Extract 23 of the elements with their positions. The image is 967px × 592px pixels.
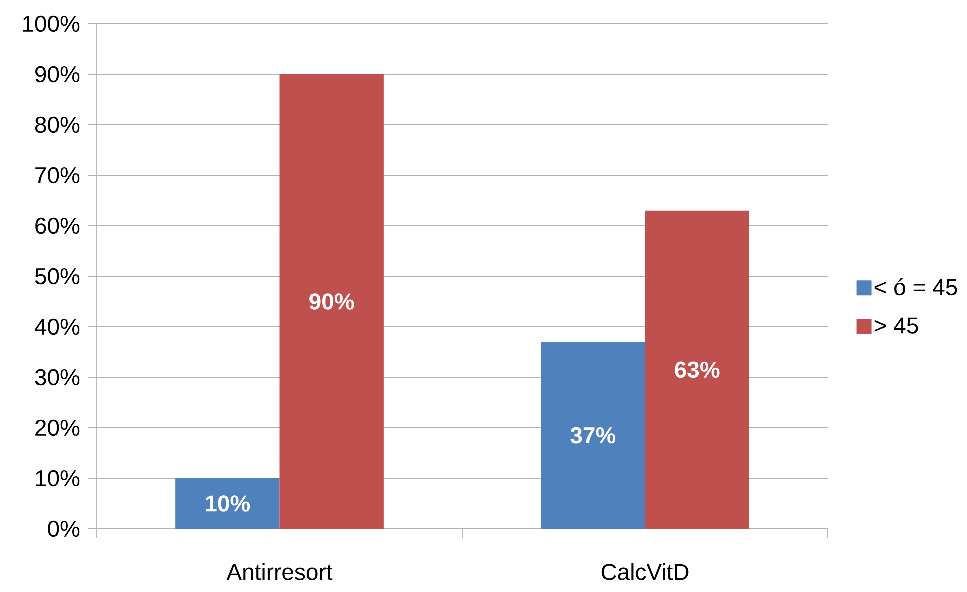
y-tick-label: 10% xyxy=(36,470,80,487)
y-tick-label: 0% xyxy=(48,520,80,538)
bar xyxy=(280,74,384,529)
data-label: 10% xyxy=(206,496,250,512)
y-tick-label: 20% xyxy=(36,420,80,436)
y-tick-label: 60% xyxy=(36,218,80,234)
bar xyxy=(645,210,750,529)
data-label: 90% xyxy=(310,294,354,310)
x-tick-label: CalcVitD xyxy=(602,564,689,580)
y-tick-label: 90% xyxy=(36,66,80,83)
legend-label: > 45 xyxy=(874,318,918,334)
legend-label: < ó = 45 xyxy=(874,278,958,296)
y-tick-label: 40% xyxy=(34,318,80,336)
bar xyxy=(541,342,646,529)
y-tick-label: 100% xyxy=(23,16,80,32)
bar xyxy=(176,478,280,529)
data-label: 63% xyxy=(675,362,720,378)
y-tick-label: 80% xyxy=(35,116,80,134)
y-tick-label: 70% xyxy=(36,167,80,184)
x-tick-label: Antirresort xyxy=(226,564,333,580)
y-tick-label: 30% xyxy=(35,369,80,386)
data-label: 37% xyxy=(570,427,616,444)
y-tick-label: 50% xyxy=(35,268,80,285)
